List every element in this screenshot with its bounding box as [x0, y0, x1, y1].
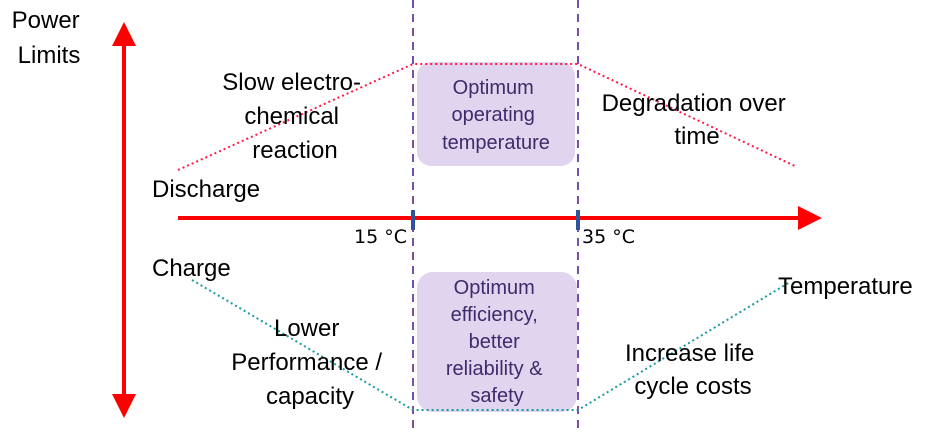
slow-reaction-text: Slow electro- chemical reaction	[222, 69, 367, 164]
optimum-efficiency-text: Optimum efficiency, better reliability &…	[446, 277, 548, 407]
optimum-efficiency-box	[417, 272, 577, 412]
tick-35c	[576, 210, 580, 230]
optimum-operating-box	[417, 62, 575, 166]
tick-label-35c: 35 °C	[582, 226, 635, 248]
charge-limit-line	[191, 279, 791, 411]
life-cycle-costs-text: Increase life cycle costs	[625, 340, 761, 400]
discharge-label: Discharge	[152, 176, 260, 203]
discharge-limit-line	[177, 63, 798, 171]
degradation-text: Degradation over time	[602, 90, 793, 150]
optimum-operating-text: Optimum operating temperature	[442, 77, 550, 154]
tick-15c	[411, 210, 415, 230]
x-axis-label: Temperature	[778, 273, 913, 300]
charge-label: Charge	[152, 255, 231, 282]
lower-performance-text: Lower Performance / capacity	[231, 315, 388, 410]
y-axis-label: Power Limits	[12, 7, 87, 69]
tick-label-15c: 15 °C	[354, 226, 407, 248]
